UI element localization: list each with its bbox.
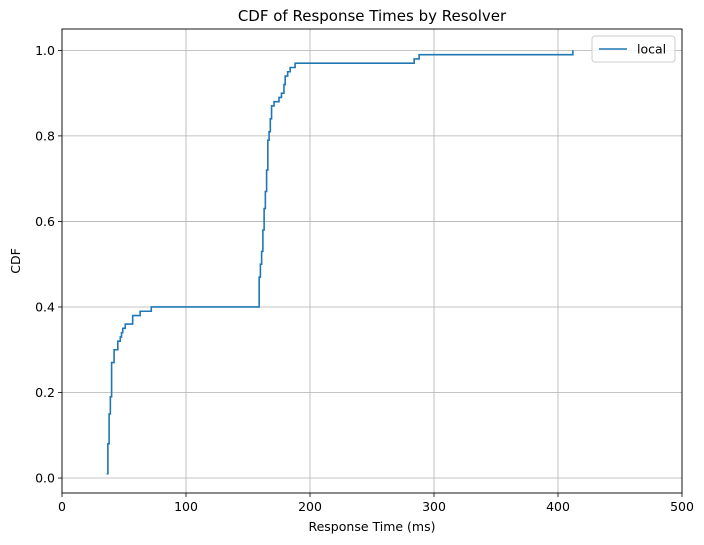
legend-label-local: local <box>637 42 666 57</box>
y-tick-label: 0.8 <box>35 128 55 143</box>
legend-box <box>591 35 676 63</box>
x-tick-label: 200 <box>298 499 322 514</box>
chart-title: CDF of Response Times by Resolver <box>238 7 507 25</box>
x-tick-label: 400 <box>546 499 570 514</box>
x-tick-label: 0 <box>58 499 66 514</box>
y-tick-label: 0.4 <box>35 299 55 314</box>
y-tick-label: 0.2 <box>35 385 55 400</box>
x-axis-label: Response Time (ms) <box>308 519 435 534</box>
y-axis-label: CDF <box>8 248 23 274</box>
x-tick-label: 500 <box>670 499 694 514</box>
series-line-local <box>106 50 574 475</box>
y-tick-label: 0.6 <box>35 214 55 229</box>
x-tick-label: 100 <box>174 499 198 514</box>
y-tick-label: 0.0 <box>35 471 55 486</box>
y-tick-label: 1.0 <box>35 43 55 58</box>
x-tick-label: 300 <box>422 499 446 514</box>
legend: local <box>591 35 676 63</box>
plot-frame <box>61 28 683 494</box>
axis-ticks: 0 100 200 300 400 500 0.0 0.2 0.4 0.6 0.8 1.0 <box>35 43 694 514</box>
series-layer <box>106 50 574 475</box>
